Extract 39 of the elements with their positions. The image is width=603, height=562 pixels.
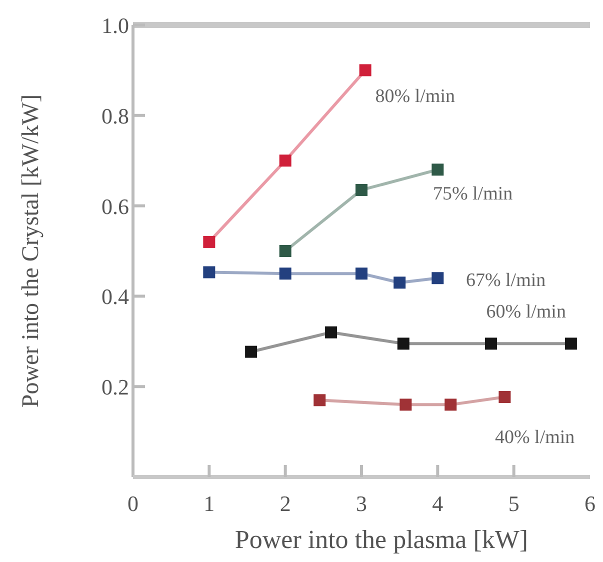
x-tick-label: 4 xyxy=(432,491,444,516)
point xyxy=(356,184,368,196)
point xyxy=(432,164,444,176)
x-tick-label: 5 xyxy=(508,491,520,516)
point xyxy=(397,338,410,350)
point xyxy=(279,245,292,257)
x-tick-label: 3 xyxy=(356,491,367,516)
point xyxy=(203,266,216,278)
point xyxy=(279,154,292,167)
point xyxy=(325,326,338,338)
annotation: 40% l/min xyxy=(494,426,576,448)
point xyxy=(279,268,292,280)
x-tick-label: 0 xyxy=(128,491,138,516)
annotation: 75% l/min xyxy=(432,184,514,205)
point xyxy=(203,236,216,248)
annotation: 80% l/min xyxy=(375,86,456,108)
y-tick-label: 0.6 xyxy=(102,194,129,219)
point xyxy=(498,390,511,403)
point xyxy=(484,338,497,350)
point xyxy=(314,394,326,406)
point xyxy=(245,346,258,358)
annotation: 67% l/min xyxy=(466,270,546,292)
point xyxy=(400,398,412,411)
y-tick-label: 0.2 xyxy=(102,374,129,400)
point xyxy=(564,338,577,350)
x-axis-title: Power into the plasma [kW] xyxy=(234,525,528,554)
annotation: 60% l/min xyxy=(486,302,566,323)
point xyxy=(432,272,444,284)
x-tick-label: 1 xyxy=(204,491,215,516)
x-tick-label: 6 xyxy=(584,491,596,516)
y-tick-label: 0.4 xyxy=(102,284,129,310)
y-tick-label: 1.0 xyxy=(102,13,129,38)
y-axis-title: Power into the Crystal [kW/kW] xyxy=(18,94,44,408)
y-tick-label: 0.8 xyxy=(102,103,129,128)
point xyxy=(359,64,372,76)
point xyxy=(394,276,406,289)
point xyxy=(444,398,457,411)
x-tick-label: 2 xyxy=(280,491,291,516)
point xyxy=(356,268,368,280)
